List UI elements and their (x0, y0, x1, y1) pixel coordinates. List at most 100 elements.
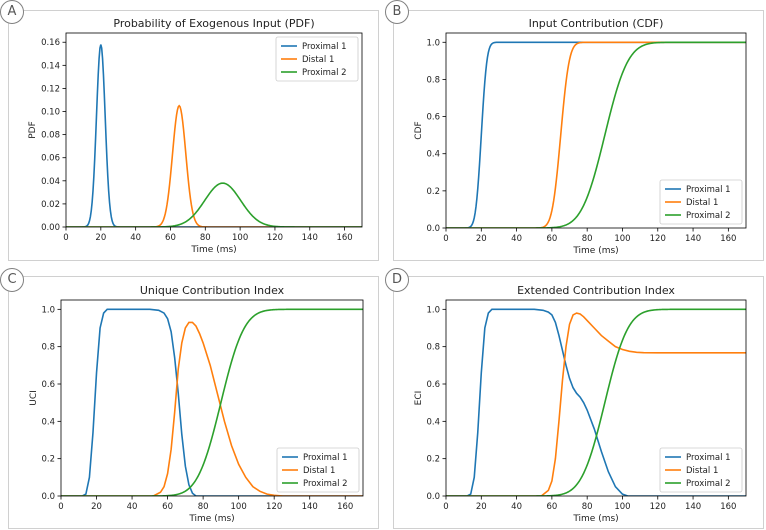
y-tick-label: 0.0 (426, 492, 440, 502)
legend-label: Proximal 2 (686, 211, 731, 221)
y-axis-label: ECI (414, 391, 424, 406)
legend-label: Proximal 2 (303, 479, 348, 489)
x-axis-label: Time (ms) (188, 514, 234, 524)
legend-label: Proximal 1 (686, 453, 731, 463)
legend-label: Proximal 1 (302, 42, 347, 52)
x-tick-label: 20 (476, 502, 487, 512)
x-tick-label: 60 (162, 502, 173, 512)
y-tick-label: 0.08 (41, 131, 60, 141)
y-axis-label: PDF (28, 121, 38, 139)
series-line-distal-1 (446, 312, 746, 496)
y-tick-label: 0.8 (426, 343, 440, 353)
legend-box (275, 36, 359, 82)
y-tick-label: 1.0 (426, 305, 440, 315)
y-tick-label: 0.4 (41, 417, 55, 427)
y-tick-label: 0.4 (426, 417, 440, 427)
series-line-proximal-2 (446, 41, 746, 228)
series-line-proximal-1 (446, 308, 746, 496)
legend-label: Proximal 2 (686, 479, 731, 489)
chart-title: Probability of Exogenous Input (PDF) (113, 17, 314, 30)
y-tick-label: 0.6 (41, 380, 55, 390)
series-line-distal-1 (61, 321, 363, 496)
x-tick-label: 160 (336, 233, 352, 243)
x-tick-label: 120 (266, 502, 282, 512)
series-line-proximal-2 (61, 308, 363, 496)
x-tick-label: 80 (198, 502, 209, 512)
x-tick-label: 60 (546, 502, 557, 512)
y-axis-label: UCI (29, 390, 39, 406)
x-tick-label: 40 (511, 234, 522, 244)
panel-a: A Probability of Exogenous Input (PDF) 0 2… (0, 0, 381, 262)
legend-label: Distal 1 (302, 55, 334, 65)
x-tick-label: 140 (685, 234, 701, 244)
legend-box (276, 447, 360, 493)
series-line-proximal-2 (66, 182, 362, 227)
panel-c: C Unique Contribution Index 0 20 40 60 80 100 1… (0, 266, 381, 530)
y-tick-label: 1.0 (41, 305, 55, 315)
x-tick-label: 60 (165, 233, 176, 243)
x-tick-label: 100 (232, 233, 248, 243)
legend-label: Distal 1 (686, 198, 718, 208)
y-tick-label: 0.04 (41, 177, 60, 187)
y-tick-label: 0.4 (426, 150, 440, 160)
x-tick-label: 140 (302, 502, 318, 512)
chart-title: Extended Contribution Index (517, 284, 675, 297)
x-axis-label: Time (ms) (572, 514, 618, 524)
y-tick-label: 0.2 (426, 187, 440, 197)
x-tick-label: 60 (546, 234, 557, 244)
legend: Proximal 1 Distal 1 Proximal 2 (275, 36, 359, 82)
x-tick-label: 120 (267, 233, 283, 243)
x-tick-label: 20 (91, 502, 102, 512)
plot-area (445, 32, 747, 229)
y-tick-label: 0.8 (41, 343, 55, 353)
legend: Proximal 1 Distal 1 Proximal 2 (276, 447, 360, 493)
legend: Proximal 1 Distal 1 Proximal 2 (659, 179, 743, 225)
x-tick-label: 100 (614, 502, 630, 512)
x-tick-label: 20 (476, 234, 487, 244)
x-tick-label: 20 (95, 233, 106, 243)
x-tick-label: 160 (337, 502, 353, 512)
x-tick-label: 140 (685, 502, 701, 512)
uci-chart: Unique Contribution Index 0 20 40 60 80 100 120… (29, 284, 364, 524)
plot-area (65, 32, 363, 228)
x-tick-label: 120 (650, 234, 666, 244)
eci-chart: Extended Contribution Index 0 20 40 60 80 100 1… (414, 284, 747, 524)
y-tick-label: 0.2 (426, 455, 440, 465)
cdf-chart: Input Contribution (CDF) 0 20 40 60 80 100 120 1… (414, 17, 747, 256)
y-tick-label: 0.10 (41, 108, 60, 118)
legend-box (659, 179, 743, 225)
chart-title: Input Contribution (CDF) (529, 17, 664, 30)
y-tick-label: 1.0 (426, 38, 440, 48)
y-tick-label: 0.0 (426, 224, 440, 234)
x-tick-label: 80 (582, 234, 593, 244)
panel-d: D Extended Contribution Index 0 20 40 60 80 10… (385, 266, 766, 530)
y-tick-label: 0.02 (41, 200, 60, 210)
x-tick-label: 0 (58, 502, 63, 512)
y-tick-label: 0.06 (41, 154, 60, 164)
panel-badge: C (0, 268, 24, 292)
x-tick-label: 160 (720, 234, 736, 244)
y-tick-label: 0.00 (41, 223, 60, 233)
x-axis-label: Time (ms) (572, 246, 618, 256)
y-tick-label: 0.16 (41, 38, 60, 48)
y-tick-label: 0.8 (426, 75, 440, 85)
y-tick-label: 0.0 (41, 492, 55, 502)
x-tick-label: 100 (614, 234, 630, 244)
x-tick-label: 0 (63, 233, 68, 243)
legend-label: Proximal 2 (302, 68, 347, 78)
legend-label: Distal 1 (686, 466, 718, 476)
chart-title: Unique Contribution Index (140, 284, 285, 297)
panel-badge: D (385, 268, 409, 292)
panel-badge: B (385, 0, 409, 24)
panel-b: B Input Contribution (CDF) 0 20 40 60 80 100 12… (385, 0, 766, 262)
plot-area (60, 299, 364, 497)
legend-label: Distal 1 (303, 466, 335, 476)
series-line-proximal-1 (61, 308, 363, 496)
x-tick-label: 40 (130, 233, 141, 243)
x-tick-label: 0 (443, 502, 448, 512)
x-axis-label: Time (ms) (190, 245, 236, 255)
y-tick-label: 0.6 (426, 380, 440, 390)
x-tick-label: 100 (231, 502, 247, 512)
x-tick-label: 40 (511, 502, 522, 512)
x-tick-label: 0 (443, 234, 448, 244)
